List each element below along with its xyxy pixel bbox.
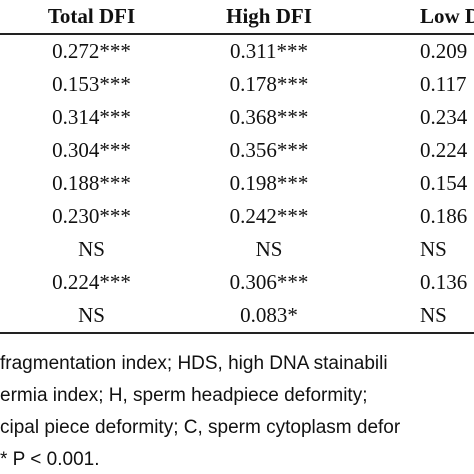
cell-high-dfi: 0.306*** [229,270,309,294]
header-high-dfi: High DFI [183,0,355,35]
cell-total-dfi: 0.153*** [52,72,131,96]
footnote-line: cipal piece deformity; C, sperm cytoplas… [0,417,401,438]
table-row: 0.304*** 0.356*** 0.224 [0,134,474,167]
table-row: 0.314*** 0.368*** 0.234 [0,101,474,134]
cell-high-dfi: 0.198*** [229,171,309,195]
table-row: 0.224*** 0.306*** 0.136 [0,266,474,299]
cell-total-dfi: 0.314*** [52,105,131,129]
cell-total-dfi: 0.272*** [52,39,131,63]
table-row: 0.230*** 0.242*** 0.186 [0,200,474,233]
cell-low-dfi: NS [355,299,474,334]
header-total-dfi: Total DFI [0,0,183,35]
cell-total-dfi: NS [78,237,105,261]
footnote-line: * P < 0.001. [0,449,100,470]
cell-low-dfi: 0.234 [420,105,468,129]
table-row: NS NS NS [0,233,474,266]
header-row: Total DFI High DFI Low DFI [0,0,474,35]
cell-total-dfi: 0.230*** [52,204,131,228]
table-row: 0.272*** 0.311*** 0.209 [0,34,474,68]
cell-high-dfi: 0.368*** [229,105,309,129]
footnote-line: ermia index; H, sperm headpiece deformit… [0,385,368,406]
table-footnotes: fragmentation index; HDS, high DNA stain… [0,348,474,474]
cell-low-dfi: 0.136 [420,270,468,294]
header-low-dfi: Low DFI [355,0,474,35]
cell-total-dfi: 0.224*** [52,270,131,294]
cell-low-dfi: NS [420,237,447,261]
cell-total-dfi: 0.188*** [52,171,131,195]
table-row: NS 0.083* NS [0,299,474,334]
cell-low-dfi: 0.117 [420,72,467,96]
cell-high-dfi: NS [255,237,283,261]
cell-low-dfi: 0.209 [420,39,468,63]
cell-low-dfi: 0.186 [420,204,468,228]
correlation-table: Total DFI High DFI Low DFI 0.272*** 0.31… [0,0,474,334]
cell-high-dfi: 0.083* [183,299,355,334]
cell-high-dfi: 0.178*** [229,72,309,96]
cell-high-dfi: 0.242*** [229,204,309,228]
cell-total-dfi: NS [0,299,183,334]
footnote-line: fragmentation index; HDS, high DNA stain… [0,353,388,374]
cell-high-dfi: 0.311*** [230,39,308,63]
cell-total-dfi: 0.304*** [52,138,131,162]
table-row: 0.188*** 0.198*** 0.154 [0,167,474,200]
cell-high-dfi: 0.356*** [229,138,309,162]
cell-low-dfi: 0.224 [420,138,468,162]
cell-low-dfi: 0.154 [420,171,468,195]
table-row: 0.153*** 0.178*** 0.117 [0,68,474,101]
